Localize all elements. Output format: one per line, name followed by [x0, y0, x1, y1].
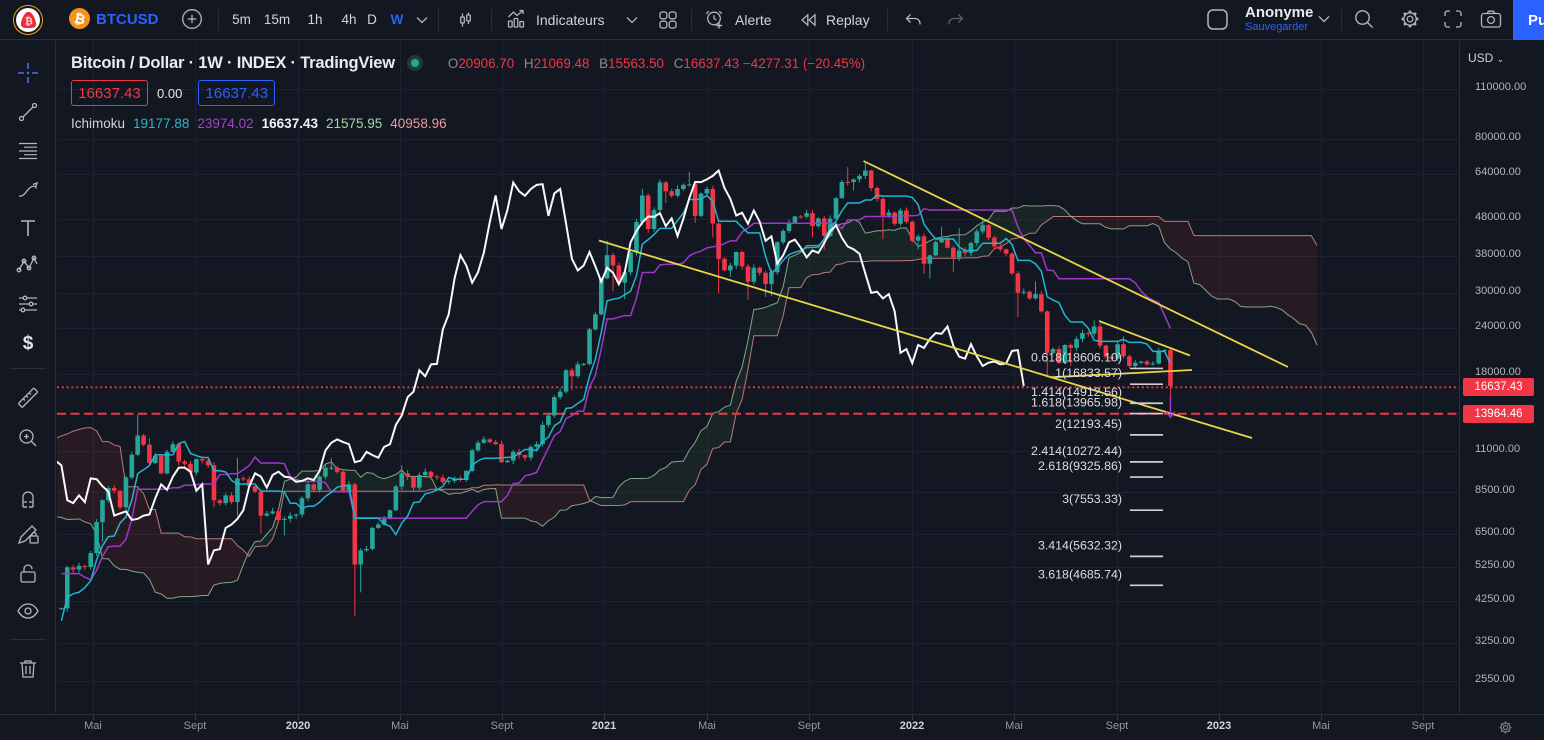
- svg-text:1(16833.57): 1(16833.57): [1055, 366, 1122, 380]
- svg-text:₿: ₿: [73, 10, 87, 27]
- svg-text:2.618(9325.86): 2.618(9325.86): [1038, 459, 1122, 473]
- svg-text:1.414(14912.56): 1.414(14912.56): [1031, 385, 1122, 399]
- svg-text:$: $: [23, 333, 34, 354]
- svg-text:2(12193.45): 2(12193.45): [1055, 417, 1122, 431]
- svg-text:3(7553.33): 3(7553.33): [1062, 492, 1122, 506]
- svg-text:0.618(18606.10): 0.618(18606.10): [1031, 350, 1122, 364]
- svg-text:₿: ₿: [24, 16, 32, 27]
- svg-text:3.618(4685.74): 3.618(4685.74): [1038, 567, 1122, 581]
- svg-text:3.414(5632.32): 3.414(5632.32): [1038, 538, 1122, 552]
- svg-text:2.414(10272.44): 2.414(10272.44): [1031, 444, 1122, 458]
- svg-text:1.618(13965.98): 1.618(13965.98): [1031, 396, 1122, 410]
